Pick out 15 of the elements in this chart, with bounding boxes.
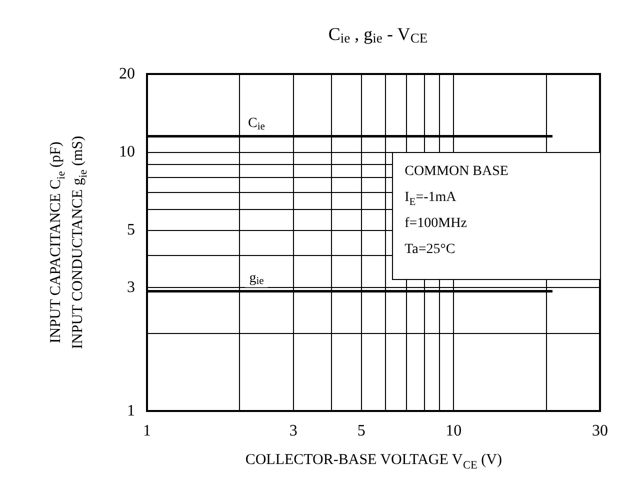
annotation: Ta=25°C [404,240,456,258]
annotation: f=100MHz [404,214,468,232]
y-tick-label: 1 [127,402,135,420]
y-tick-label: 20 [119,66,135,82]
x-tick-label: 5 [357,422,366,440]
y-axis-title: INPUT CAPACITANCE Cie (pF) INPUT CONDUCTANCE gie (mS) [48,136,90,349]
x-tick-label: 1 [143,422,151,440]
y-tick-label: 3 [127,278,135,296]
y-tick-label: 5 [127,221,135,238]
annotation: I$_{E}$=-1mA [404,188,458,210]
x-tick-label: 30 [592,422,608,440]
x-tick-label: 3 [289,422,298,440]
x-tick-label: 10 [446,422,462,440]
y-tick-label: 10 [119,143,135,160]
annotation: COMMON BASE [404,162,510,180]
